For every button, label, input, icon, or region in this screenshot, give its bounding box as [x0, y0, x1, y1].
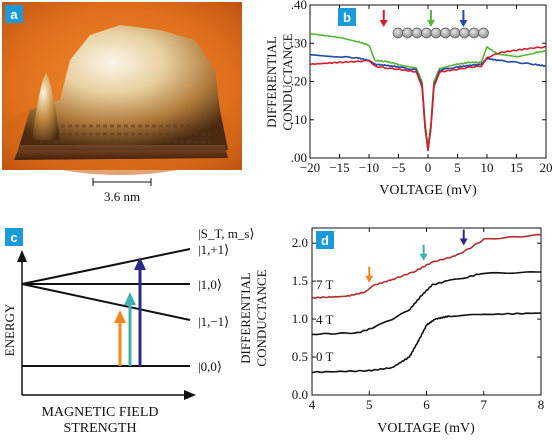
- panel-b-ytick-label: .00: [291, 150, 307, 165]
- stm-image-atom-rows: [40, 124, 210, 144]
- panel-d-ticks: 4 5 6 7 8 0.0 0.5 1.0 1.5 2.0: [292, 228, 545, 412]
- panel-b-xtick-label: 15: [510, 160, 523, 175]
- chain-atom: [402, 27, 413, 39]
- state-label-0: |1,0⟩: [198, 277, 222, 292]
- panel-a-badge-label: a: [10, 7, 18, 22]
- panel-d-ylabel-line2: CONDUCTANCE: [254, 269, 269, 366]
- panel-b-ytick-label: .30: [291, 35, 307, 50]
- panel-d-arrow-head: [459, 238, 468, 246]
- energy-axis-arrowhead: [17, 250, 27, 262]
- panel-d-arrow-head: [419, 253, 428, 261]
- chain-atom: [440, 27, 451, 39]
- transition-arrow-navy: [134, 257, 146, 366]
- panel-b-ytick-label: .40: [291, 0, 307, 12]
- chain-atom: [392, 27, 404, 39]
- panel-d-badge: [316, 231, 334, 249]
- state-label-minus1: |1,−1⟩: [198, 314, 229, 329]
- panel-b-xtick-label: −20: [300, 160, 320, 175]
- series-label-4T: 4 T: [316, 312, 334, 327]
- state-line-minus1: [21, 283, 191, 321]
- panel-d-series-line: [311, 271, 541, 336]
- panel-b-series-line: [309, 32, 547, 148]
- panel-d-ytick-label: 0.5: [292, 349, 308, 364]
- panel-d-xtick-label: 6: [423, 397, 430, 412]
- panel-d-badge-label: d: [321, 233, 329, 248]
- panel-c: c |S_T, m_s⟩ |1,+1⟩ |1,0⟩ |1,−1⟩ |0,0⟩ E…: [2, 226, 255, 436]
- panel-b-xtick-label: 10: [481, 160, 494, 175]
- state-label-plus1: |1,+1⟩: [198, 242, 229, 257]
- panel-a-badge: [5, 5, 23, 23]
- series-label-0T: 0 T: [316, 349, 334, 364]
- chain-atom: [430, 27, 442, 39]
- field-label-line1: MAGNETIC FIELD: [41, 405, 158, 420]
- panel-d-xtick-label: 8: [538, 397, 545, 412]
- panel-b-xtick-label: −5: [392, 160, 406, 175]
- panel-b-series-line: [309, 53, 547, 152]
- panel-b-xtick-label: −15: [329, 160, 349, 175]
- state-header-label: |S_T, m_s⟩: [198, 226, 255, 241]
- field-axis-arrowhead: [184, 390, 196, 400]
- chain-atom: [449, 27, 461, 39]
- atom-chain: [392, 27, 489, 39]
- panel-d-plot-frame: [311, 227, 542, 396]
- panel-d-arrow-head: [365, 275, 374, 283]
- transition-arrow-teal: [124, 292, 136, 366]
- scale-bar-label: 3.6 nm: [104, 189, 140, 204]
- panel-d-arrows: [365, 229, 468, 283]
- panel-b-ytick-label: .10: [291, 112, 307, 127]
- panel-b-ylabel-line1: DIFFERENTIAL: [264, 36, 279, 128]
- panel-b-series-line: [309, 45, 547, 152]
- panel-b-arrow-head: [426, 20, 435, 27]
- panel-b-xtick-label: −10: [359, 160, 379, 175]
- panel-d-ylabel-line1: DIFFERENTIAL: [238, 272, 253, 364]
- panel-b-arrow-head: [379, 20, 388, 27]
- chain-atom: [468, 27, 480, 39]
- panel-b-xtick-label: 5: [454, 160, 461, 175]
- panel-b-badge: [338, 8, 356, 26]
- chain-atom: [411, 27, 423, 39]
- panel-d-series: [311, 233, 542, 374]
- scale-bar: [92, 178, 152, 186]
- panel-d-ytick-label: 1.5: [292, 273, 308, 288]
- panel-d-xtick-label: 5: [366, 397, 373, 412]
- chain-atom: [459, 27, 470, 39]
- panel-d-series-line: [311, 233, 542, 299]
- panel-d: 4 5 6 7 8 0.0 0.5 1.0 1.5 2.0 d 7 T 4 T 0 T DIFFE…: [238, 227, 545, 436]
- panel-b-series: [309, 32, 547, 152]
- field-label-line2: STRENGTH: [63, 421, 136, 436]
- panel-b-badge-label: b: [343, 10, 351, 25]
- stm-image-structure: [18, 25, 228, 150]
- panel-a: a 3.6 nm: [2, 2, 242, 204]
- panel-d-xtick-label: 4: [309, 397, 316, 412]
- chain-atom: [421, 27, 432, 39]
- energy-label: ENERGY: [2, 303, 17, 356]
- panel-d-xlabel: VOLTAGE (mV): [377, 421, 475, 436]
- panel-d-ytick-label: 2.0: [292, 235, 308, 250]
- stm-image-adatom-peak: [32, 72, 60, 140]
- panel-b-xtick-label: 0: [425, 160, 432, 175]
- panel-b-arrow-head: [459, 20, 468, 27]
- panel-b-xlabel: VOLTAGE (mV): [379, 183, 477, 198]
- panel-c-badge: [5, 228, 23, 246]
- panel-d-xtick-label: 7: [481, 397, 488, 412]
- chain-atom: [478, 27, 489, 39]
- stm-image-base: [14, 145, 228, 160]
- panel-d-ytick-label: 1.0: [292, 311, 308, 326]
- panel-d-ytick-label: 0.0: [292, 387, 308, 402]
- panel-b-arrows: [379, 10, 468, 27]
- panel-d-series-line: [311, 312, 542, 374]
- transition-arrow-orange: [114, 310, 126, 366]
- panel-c-badge-label: c: [10, 230, 17, 245]
- state-line-plus1: [21, 248, 191, 285]
- panel-b-ytick-label: .20: [291, 74, 307, 89]
- panel-b: −20 −15 −10 −5 0 5 10 15 20 .00 .10 .20 .30 .40 b DIF…: [264, 0, 552, 198]
- state-label-singlet: |0,0⟩: [198, 359, 222, 374]
- panel-b-ylabel-line2: CONDUCTANCE: [280, 33, 295, 130]
- panel-b-ticks: −20 −15 −10 −5 0 5 10 15 20 .00 .10 .20 .30 .40: [291, 0, 552, 175]
- panel-b-xtick-label: 20: [540, 160, 552, 175]
- series-label-7T: 7 T: [316, 277, 334, 292]
